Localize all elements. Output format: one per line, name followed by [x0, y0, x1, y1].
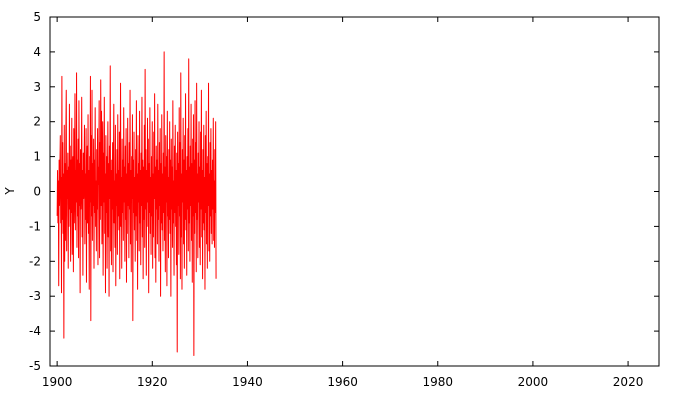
y-tick-label: -5	[29, 359, 41, 373]
x-tick-label: 1960	[327, 375, 358, 389]
x-axis: 1900 1920 1940 1960 1980 2000 2020	[42, 17, 643, 389]
y-tick-label: -3	[29, 289, 41, 303]
y-tick-label: -4	[29, 324, 41, 338]
x-tick-label: 1980	[422, 375, 453, 389]
x-tick-label: 2020	[613, 375, 644, 389]
series-line-0	[56, 51, 217, 357]
x-tick-label: 2000	[518, 375, 549, 389]
y-tick-label: -1	[29, 219, 41, 233]
x-tick-label: 1920	[137, 375, 168, 389]
x-tick-label: 1940	[232, 375, 263, 389]
y-tick-label: 4	[33, 45, 41, 59]
y-tick-label: -2	[29, 254, 41, 268]
y-tick-label: 5	[33, 10, 41, 24]
y-tick-label: 2	[33, 115, 41, 129]
y-axis-label: Y	[3, 187, 17, 196]
x-tick-label: 1900	[42, 375, 73, 389]
y-tick-label: 1	[33, 150, 41, 164]
y-tick-label: 0	[33, 185, 41, 199]
y-axis: -5 -4 -3 -2 -1 0 1 2 3 4 5	[29, 10, 659, 373]
y-tick-label: 3	[33, 80, 41, 94]
series-layer	[56, 51, 217, 357]
